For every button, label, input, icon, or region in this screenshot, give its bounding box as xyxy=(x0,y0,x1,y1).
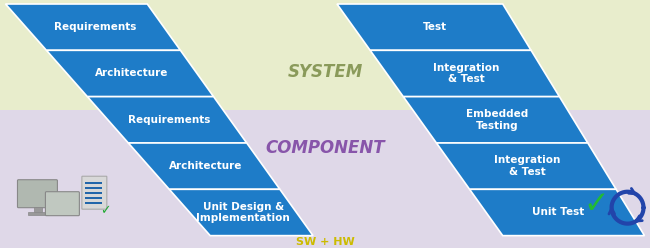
Text: Unit Test: Unit Test xyxy=(532,208,584,217)
Polygon shape xyxy=(46,50,214,97)
Bar xyxy=(85,202,102,204)
Text: COMPONENT: COMPONENT xyxy=(265,139,385,157)
Text: Requirements: Requirements xyxy=(54,22,136,32)
Bar xyxy=(34,207,42,212)
Text: SYSTEM: SYSTEM xyxy=(287,63,363,81)
Bar xyxy=(85,182,102,184)
Polygon shape xyxy=(436,143,616,189)
Text: Embedded
Testing: Embedded Testing xyxy=(465,109,528,131)
Bar xyxy=(85,197,102,199)
Polygon shape xyxy=(337,4,531,50)
Bar xyxy=(1,0,649,110)
Text: Unit Design &
Implementation: Unit Design & Implementation xyxy=(196,202,290,223)
FancyBboxPatch shape xyxy=(82,176,107,209)
Polygon shape xyxy=(169,189,313,236)
Text: Requirements: Requirements xyxy=(128,115,210,125)
Bar xyxy=(1,110,649,248)
Polygon shape xyxy=(403,97,588,143)
Text: Architecture: Architecture xyxy=(170,161,242,171)
Text: Integration
& Test: Integration & Test xyxy=(433,63,499,84)
Polygon shape xyxy=(469,189,645,236)
Polygon shape xyxy=(87,97,247,143)
Text: ✓: ✓ xyxy=(584,190,609,219)
Text: Test: Test xyxy=(423,22,447,32)
FancyBboxPatch shape xyxy=(46,192,79,216)
Polygon shape xyxy=(5,4,181,50)
Text: Integration
& Test: Integration & Test xyxy=(494,155,561,177)
Bar xyxy=(85,187,102,189)
Bar xyxy=(85,192,102,194)
Polygon shape xyxy=(128,143,280,189)
Text: SW + HW: SW + HW xyxy=(296,237,354,247)
FancyBboxPatch shape xyxy=(18,180,57,208)
Bar xyxy=(29,212,48,215)
Polygon shape xyxy=(370,50,560,97)
Text: ✓: ✓ xyxy=(100,204,111,217)
Text: Architecture: Architecture xyxy=(96,68,168,78)
